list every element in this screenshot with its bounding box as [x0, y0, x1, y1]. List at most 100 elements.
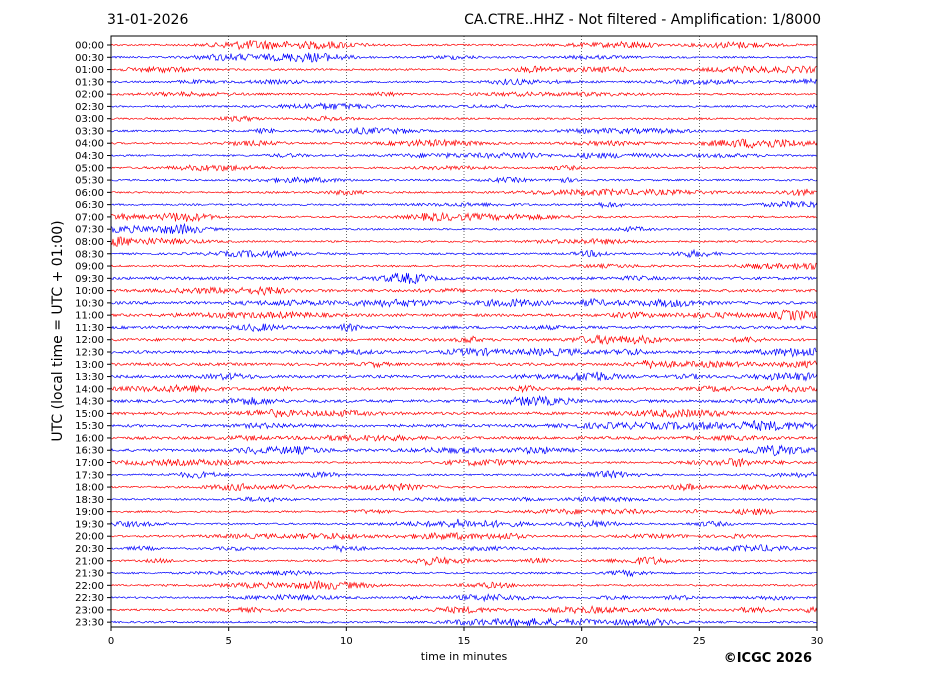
trace-1230: [110, 347, 818, 358]
trace-0530: [110, 176, 818, 184]
trace-0830: [110, 248, 818, 259]
y-tick-label: 05:00: [75, 163, 104, 174]
y-tick-label: 11:00: [75, 311, 104, 322]
x-tick-label: 5: [225, 636, 231, 647]
trace-2000: [110, 531, 818, 541]
y-tick-label: 01:00: [75, 65, 104, 76]
y-tick-label: 05:30: [75, 176, 104, 187]
trace-0000: [110, 39, 818, 51]
y-tick-label: 20:00: [75, 532, 104, 543]
trace-0800: [110, 236, 818, 247]
trace-layer: [110, 39, 818, 628]
y-tick-label: 06:00: [75, 188, 104, 199]
y-tick-label: 14:00: [75, 384, 104, 395]
y-tick-label: 02:00: [75, 90, 104, 101]
trace-1800: [110, 482, 818, 492]
x-tick-label: 20: [575, 636, 588, 647]
x-tick-layer: 0 5 10 15 20 25 30: [108, 627, 824, 647]
y-tick-label: 10:00: [75, 286, 104, 297]
trace-1030: [110, 297, 818, 308]
trace-2330: [110, 617, 818, 628]
y-tick-label: 15:00: [75, 409, 104, 420]
y-tick-label: 00:00: [75, 41, 104, 52]
trace-1500: [110, 408, 818, 419]
y-tick-label: 00:30: [75, 53, 104, 64]
trace-0400: [110, 138, 818, 149]
y-tick-label: 21:30: [75, 569, 104, 580]
trace-0030: [110, 52, 818, 63]
trace-2230: [110, 593, 818, 603]
y-tick-label: 13:30: [75, 372, 104, 383]
trace-0100: [110, 65, 818, 75]
y-tick-label: 16:30: [75, 446, 104, 457]
y-tick-label: 14:30: [75, 397, 104, 408]
trace-0330: [110, 126, 818, 135]
trace-2300: [110, 605, 818, 615]
y-tick-label: 08:00: [75, 237, 104, 248]
y-tick-label: 01:30: [75, 77, 104, 88]
x-tick-label: 30: [811, 636, 824, 647]
y-tick-label: 06:30: [75, 200, 104, 211]
trace-0630: [110, 200, 818, 209]
y-axis-label: UTC (local time = UTC + 01:00): [50, 220, 66, 441]
x-tick-label: 10: [340, 636, 353, 647]
trace-1330: [110, 371, 818, 382]
y-tick-label: 19:00: [75, 507, 104, 518]
y-tick-label: 09:00: [75, 262, 104, 273]
y-tick-label: 03:30: [75, 126, 104, 137]
y-tick-label: 22:00: [75, 581, 104, 592]
trace-1900: [110, 507, 818, 516]
trace-0500: [110, 164, 818, 172]
y-tick-label: 04:00: [75, 139, 104, 150]
trace-0730: [110, 222, 818, 235]
y-tick-label: 02:30: [75, 102, 104, 113]
y-tick-label: 07:30: [75, 225, 104, 236]
x-axis-label: time in minutes: [421, 650, 508, 663]
y-tick-label: 10:30: [75, 298, 104, 309]
y-tick-label: 07:00: [75, 212, 104, 223]
y-tick-label: 19:30: [75, 519, 104, 530]
trace-1600: [110, 434, 818, 443]
y-tick-label: 23:30: [75, 618, 104, 629]
trace-1000: [110, 285, 818, 296]
y-tick-label: 22:30: [75, 593, 104, 604]
x-tick-label: 0: [108, 636, 114, 647]
copyright-notice: ©ICGC 2026: [723, 651, 812, 666]
trace-1730: [110, 469, 818, 479]
trace-2200: [110, 579, 818, 591]
trace-0600: [110, 188, 818, 197]
y-tick-label: 17:00: [75, 458, 104, 469]
y-tick-label: 16:00: [75, 433, 104, 444]
y-tick-label: 09:30: [75, 274, 104, 285]
y-tick-label: 03:00: [75, 114, 104, 125]
trace-1830: [110, 495, 818, 503]
trace-0230: [110, 102, 818, 111]
trace-1430: [110, 394, 818, 407]
trace-2100: [110, 556, 818, 567]
trace-0300: [110, 115, 818, 123]
trace-0900: [110, 262, 818, 271]
chart-date: 31-01-2026: [107, 12, 189, 28]
y-tick-label: 21:00: [75, 556, 104, 567]
trace-1700: [110, 457, 818, 468]
y-tick-label: 13:00: [75, 360, 104, 371]
trace-1200: [110, 334, 818, 345]
trace-1130: [110, 322, 818, 333]
trace-1300: [110, 359, 818, 369]
trace-1630: [110, 444, 818, 457]
trace-0130: [110, 77, 818, 86]
y-tick-label: 23:00: [75, 605, 104, 616]
x-tick-label: 15: [458, 636, 471, 647]
grid-layer: [228, 36, 700, 627]
trace-1100: [110, 309, 818, 321]
trace-1930: [110, 518, 818, 529]
trace-0700: [110, 211, 818, 223]
y-tick-label: 20:30: [75, 544, 104, 555]
y-tick-label: 04:30: [75, 151, 104, 162]
trace-0930: [110, 272, 818, 285]
y-tick-label: 18:00: [75, 483, 104, 494]
x-tick-label: 25: [693, 636, 706, 647]
y-tick-label: 18:30: [75, 495, 104, 506]
